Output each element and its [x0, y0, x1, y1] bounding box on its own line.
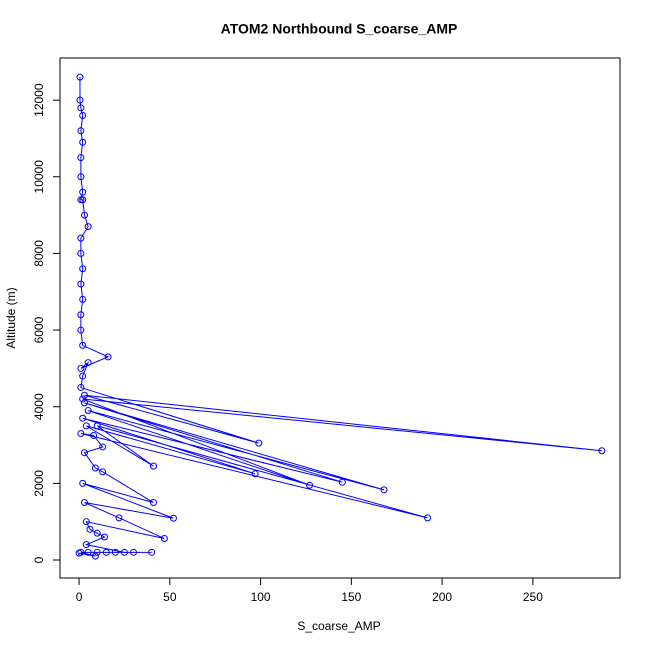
data-point	[84, 223, 92, 231]
data-point	[100, 533, 108, 541]
data-point	[380, 486, 388, 494]
x-tick-label: 200	[432, 590, 452, 604]
data-point	[104, 353, 112, 361]
data-point	[77, 127, 85, 135]
data-point	[111, 548, 119, 556]
data-point	[76, 73, 84, 81]
data-point	[79, 341, 87, 349]
data-point	[93, 548, 101, 556]
data-point	[149, 462, 157, 470]
data-point	[79, 265, 87, 273]
y-tick-label: 2000	[32, 470, 46, 497]
data-point	[77, 154, 85, 162]
x-tick-label: 150	[341, 590, 361, 604]
data-point	[598, 447, 606, 455]
data-point	[81, 391, 89, 399]
data-point	[424, 514, 432, 522]
data-point	[81, 499, 89, 507]
data-point	[77, 234, 85, 242]
data-point	[77, 326, 85, 334]
data-point	[91, 464, 99, 472]
data-point	[79, 196, 87, 204]
data-point	[338, 478, 346, 486]
data-point	[82, 422, 90, 430]
data-point	[306, 481, 314, 489]
data-point	[102, 548, 110, 556]
data-point	[77, 280, 85, 288]
data-point	[130, 548, 138, 556]
y-axis-label: Altitude (m)	[4, 287, 18, 348]
data-point	[90, 431, 98, 439]
data-point	[251, 470, 259, 478]
data-point	[81, 449, 89, 457]
data-point	[148, 548, 156, 556]
data-point	[93, 529, 101, 537]
data-point	[77, 104, 85, 112]
data-point	[84, 407, 92, 415]
data-point	[84, 359, 92, 367]
plot-frame	[59, 57, 621, 579]
data-point	[115, 514, 123, 522]
chart-title: ATOM2 Northbound S_coarse_AMP	[221, 21, 458, 37]
data-point	[149, 499, 157, 507]
x-tick-label: 50	[163, 590, 177, 604]
data-point	[91, 552, 99, 560]
x-tick-label: 0	[76, 590, 83, 604]
data-point	[99, 443, 107, 451]
y-tick-label: 0	[32, 556, 46, 563]
data-point	[79, 111, 87, 119]
data-point	[255, 439, 263, 447]
data-point	[79, 138, 87, 146]
y-tick-label: 6000	[32, 316, 46, 343]
data-point	[79, 479, 87, 487]
data-point	[93, 422, 101, 430]
data-point	[82, 541, 90, 549]
data-point	[79, 372, 87, 380]
x-tick-label: 100	[251, 590, 271, 604]
data-point	[79, 395, 87, 403]
data-point	[76, 96, 84, 104]
data-point	[120, 548, 128, 556]
data-point	[81, 211, 89, 219]
y-tick-label: 4000	[32, 393, 46, 420]
data-point	[77, 196, 85, 204]
data-point	[81, 399, 89, 407]
data-point	[99, 468, 107, 476]
data-point	[77, 384, 85, 392]
data-point	[79, 295, 87, 303]
data-point	[77, 430, 85, 438]
data-point	[84, 548, 92, 556]
data-point	[75, 549, 83, 557]
data-point	[77, 173, 85, 181]
series-line	[78, 77, 602, 557]
data-point	[79, 414, 87, 422]
y-tick-label: 12000	[32, 83, 46, 117]
data-point	[86, 525, 94, 533]
data-point	[169, 514, 177, 522]
data-point	[160, 535, 168, 543]
x-axis-label: S_coarse_AMP	[297, 619, 380, 633]
data-point	[82, 518, 90, 526]
y-tick-label: 8000	[32, 240, 46, 267]
y-tick-label: 10000	[32, 160, 46, 194]
data-point	[77, 311, 85, 319]
data-point	[77, 364, 85, 372]
data-point	[79, 188, 87, 196]
data-point	[77, 249, 85, 257]
x-tick-label: 250	[523, 590, 543, 604]
